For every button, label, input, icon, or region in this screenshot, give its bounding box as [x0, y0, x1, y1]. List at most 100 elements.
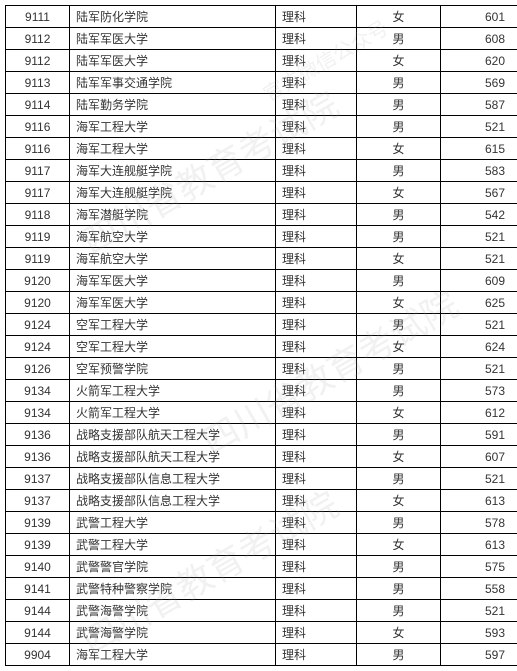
- table-row: 9116海军工程大学理科女615: [6, 138, 517, 160]
- table-row: 9113陆军军事交通学院理科男569: [6, 72, 517, 94]
- admission-scores-table: 9111陆军防化学院理科女6019112陆军军医大学理科男6089112陆军军医…: [5, 5, 517, 666]
- subject-cell: 理科: [276, 578, 357, 600]
- school-code-cell: 9112: [6, 50, 70, 72]
- school-code-cell: 9113: [6, 72, 70, 94]
- school-code-cell: 9119: [6, 248, 70, 270]
- subject-cell: 理科: [276, 644, 357, 666]
- gender-cell: 女: [357, 50, 441, 72]
- school-name-cell: 陆军军事交通学院: [70, 72, 276, 94]
- score-cell: 573: [441, 380, 517, 402]
- score-cell: 607: [441, 446, 517, 468]
- score-cell: 615: [441, 138, 517, 160]
- table-row: 9120海军军医大学理科男609: [6, 270, 517, 292]
- school-code-cell: 9111: [6, 6, 70, 28]
- table-row: 9119海军航空大学理科女521: [6, 248, 517, 270]
- score-cell: 578: [441, 512, 517, 534]
- school-name-cell: 武警工程大学: [70, 512, 276, 534]
- score-cell: 597: [441, 644, 517, 666]
- gender-cell: 男: [357, 94, 441, 116]
- school-name-cell: 海军军医大学: [70, 292, 276, 314]
- school-name-cell: 战略支援部队信息工程大学: [70, 468, 276, 490]
- score-cell: 521: [441, 226, 517, 248]
- gender-cell: 男: [357, 380, 441, 402]
- school-name-cell: 战略支援部队航天工程大学: [70, 424, 276, 446]
- gender-cell: 女: [357, 534, 441, 556]
- score-cell: 625: [441, 292, 517, 314]
- score-cell: 591: [441, 424, 517, 446]
- score-cell: 583: [441, 160, 517, 182]
- subject-cell: 理科: [276, 226, 357, 248]
- subject-cell: 理科: [276, 160, 357, 182]
- school-name-cell: 空军工程大学: [70, 314, 276, 336]
- score-cell: 620: [441, 50, 517, 72]
- table-row: 9140武警警官学院理科男575: [6, 556, 517, 578]
- school-code-cell: 9114: [6, 94, 70, 116]
- school-name-cell: 武警特种警察学院: [70, 578, 276, 600]
- school-code-cell: 9119: [6, 226, 70, 248]
- gender-cell: 男: [357, 204, 441, 226]
- school-code-cell: 9141: [6, 578, 70, 600]
- gender-cell: 男: [357, 226, 441, 248]
- gender-cell: 女: [357, 402, 441, 424]
- subject-cell: 理科: [276, 72, 357, 94]
- score-cell: 558: [441, 578, 517, 600]
- gender-cell: 男: [357, 578, 441, 600]
- school-code-cell: 9136: [6, 446, 70, 468]
- school-code-cell: 9124: [6, 336, 70, 358]
- score-cell: 601: [441, 6, 517, 28]
- subject-cell: 理科: [276, 94, 357, 116]
- school-code-cell: 9116: [6, 138, 70, 160]
- school-name-cell: 火箭军工程大学: [70, 402, 276, 424]
- gender-cell: 男: [357, 424, 441, 446]
- subject-cell: 理科: [276, 490, 357, 512]
- school-name-cell: 陆军勤务学院: [70, 94, 276, 116]
- score-cell: 587: [441, 94, 517, 116]
- gender-cell: 男: [357, 556, 441, 578]
- school-name-cell: 海军军医大学: [70, 270, 276, 292]
- school-name-cell: 空军工程大学: [70, 336, 276, 358]
- table-row: 9139武警工程大学理科女613: [6, 534, 517, 556]
- gender-cell: 女: [357, 490, 441, 512]
- score-cell: 613: [441, 534, 517, 556]
- subject-cell: 理科: [276, 204, 357, 226]
- subject-cell: 理科: [276, 446, 357, 468]
- school-name-cell: 陆军军医大学: [70, 28, 276, 50]
- subject-cell: 理科: [276, 556, 357, 578]
- table-row: 9119海军航空大学理科男521: [6, 226, 517, 248]
- gender-cell: 女: [357, 6, 441, 28]
- school-name-cell: 武警海警学院: [70, 600, 276, 622]
- school-code-cell: 9904: [6, 644, 70, 666]
- subject-cell: 理科: [276, 116, 357, 138]
- score-cell: 624: [441, 336, 517, 358]
- school-name-cell: 海军大连舰艇学院: [70, 160, 276, 182]
- school-name-cell: 陆军军医大学: [70, 50, 276, 72]
- school-name-cell: 海军航空大学: [70, 226, 276, 248]
- school-code-cell: 9124: [6, 314, 70, 336]
- gender-cell: 女: [357, 336, 441, 358]
- gender-cell: 女: [357, 248, 441, 270]
- school-code-cell: 9120: [6, 270, 70, 292]
- table-row: 9124空军工程大学理科男521: [6, 314, 517, 336]
- table-row: 9144武警海警学院理科男521: [6, 600, 517, 622]
- gender-cell: 女: [357, 446, 441, 468]
- subject-cell: 理科: [276, 380, 357, 402]
- school-code-cell: 9136: [6, 424, 70, 446]
- subject-cell: 理科: [276, 182, 357, 204]
- table-row: 9904海军工程大学理科男597: [6, 644, 517, 666]
- score-cell: 569: [441, 72, 517, 94]
- table-row: 9124空军工程大学理科女624: [6, 336, 517, 358]
- subject-cell: 理科: [276, 600, 357, 622]
- table-row: 9114陆军勤务学院理科男587: [6, 94, 517, 116]
- subject-cell: 理科: [276, 50, 357, 72]
- score-cell: 521: [441, 314, 517, 336]
- school-name-cell: 武警警官学院: [70, 556, 276, 578]
- subject-cell: 理科: [276, 512, 357, 534]
- score-cell: 613: [441, 490, 517, 512]
- school-code-cell: 9117: [6, 160, 70, 182]
- subject-cell: 理科: [276, 28, 357, 50]
- score-cell: 521: [441, 600, 517, 622]
- school-name-cell: 海军航空大学: [70, 248, 276, 270]
- table-row: 9137战略支援部队信息工程大学理科男521: [6, 468, 517, 490]
- score-cell: 521: [441, 116, 517, 138]
- school-code-cell: 9134: [6, 380, 70, 402]
